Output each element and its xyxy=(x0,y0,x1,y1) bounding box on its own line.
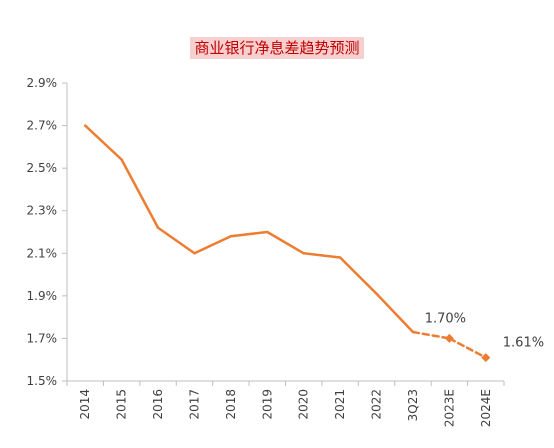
y-tick-label: 1.9% xyxy=(27,289,58,303)
y-tick-label: 2.1% xyxy=(27,246,58,260)
actual-line-segment xyxy=(266,230,305,255)
y-tick-label: 2.5% xyxy=(27,161,58,175)
diamond-marker xyxy=(481,353,491,363)
x-tick-label: 2019 xyxy=(260,389,274,420)
diamond-marker xyxy=(444,333,454,343)
chart-title: 商业银行净息差趋势预测 xyxy=(190,37,364,59)
x-tick-label: 2014 xyxy=(78,389,92,420)
chart-title-wrap: 商业银行净息差趋势预测 xyxy=(0,37,554,59)
x-tick-label: 2018 xyxy=(224,389,238,420)
actual-line-segment xyxy=(229,230,269,238)
y-tick-label: 2.9% xyxy=(27,76,58,90)
y-tick-label: 1.7% xyxy=(27,331,58,345)
data-labels: 1.70% 1.61% xyxy=(425,311,544,350)
y-axis: 1.5% 1.7% 1.9% 2.1% 2.3% 2.5% 2.7% 2.9% xyxy=(27,76,68,388)
x-tick-label: 2023E xyxy=(442,389,456,427)
actual-line-segment xyxy=(156,226,196,255)
series-markers xyxy=(444,333,491,363)
actual-line-segment xyxy=(83,124,123,161)
x-tick-label: 2021 xyxy=(333,389,347,420)
y-tick-label: 2.3% xyxy=(27,204,58,218)
y-tick-label: 2.7% xyxy=(27,119,58,133)
data-label: 1.61% xyxy=(503,336,544,351)
y-tick-label: 1.5% xyxy=(27,374,58,388)
forecast-line-segment xyxy=(411,330,451,340)
x-tick-label: 2024E xyxy=(479,389,493,427)
actual-line-segment xyxy=(193,235,233,255)
actual-line-segment xyxy=(120,158,160,229)
data-label: 1.70% xyxy=(425,311,466,326)
x-tick-label: 2015 xyxy=(115,389,129,420)
x-axis: 2014 2015 2016 2017 2018 2019 2020 2021 2022 3Q23… xyxy=(66,380,505,427)
forecast-line-segment xyxy=(448,337,488,359)
x-tick-label: 2022 xyxy=(370,389,384,420)
actual-line-segment xyxy=(302,252,342,259)
x-tick-label: 2020 xyxy=(297,389,311,420)
x-tick-label: 3Q23 xyxy=(406,389,420,421)
x-tick-label: 2016 xyxy=(151,389,165,420)
x-tick-label: 2017 xyxy=(187,389,201,420)
actual-line-segment xyxy=(338,256,378,295)
series-lines xyxy=(83,124,488,359)
actual-line-segment xyxy=(375,292,415,334)
